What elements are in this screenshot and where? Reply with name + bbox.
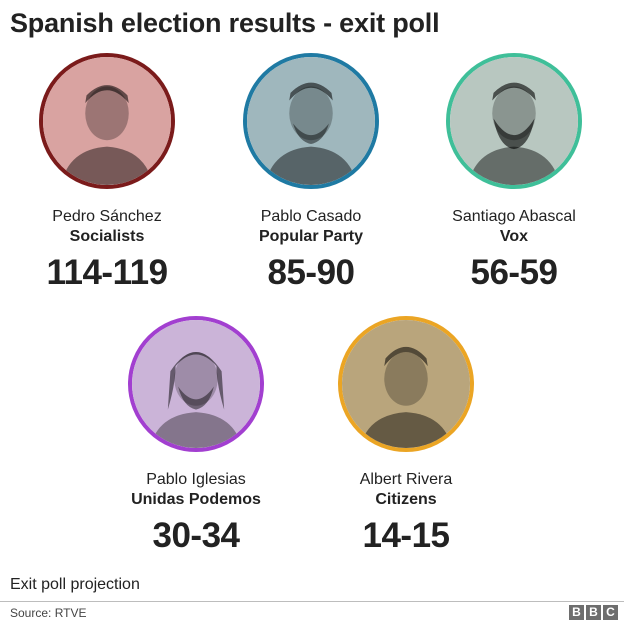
person-photo-icon [43, 57, 171, 185]
person-photo-icon [247, 57, 375, 185]
page-title: Spanish election results - exit poll [10, 8, 440, 38]
candidate-card-iglesias: Pablo Iglesias Unidas Podemos 30-34 [91, 316, 301, 556]
candidate-name: Pedro Sánchez [52, 208, 162, 225]
candidate-name: Pablo Iglesias [146, 471, 246, 488]
portrait-iglesias [128, 316, 264, 452]
candidate-name: Santiago Abascal [452, 208, 576, 225]
candidate-card-rivera: Albert Rivera Citizens 14-15 [301, 316, 511, 556]
bbc-logo-letter: C [603, 605, 618, 620]
candidate-party: Unidas Podemos [131, 491, 261, 508]
candidate-card-sanchez: Pedro Sánchez Socialists 114-119 [2, 53, 212, 293]
portrait-sanchez [39, 53, 175, 189]
person-photo-icon [132, 320, 260, 448]
candidate-card-abascal: Santiago Abascal Vox 56-59 [409, 53, 619, 293]
candidate-name: Pablo Casado [260, 208, 362, 225]
candidate-party: Citizens [375, 491, 437, 508]
portrait-casado [243, 53, 379, 189]
candidate-card-casado: Pablo Casado Popular Party 85-90 [206, 53, 416, 293]
seat-range: 30-34 [152, 516, 240, 555]
footnote: Exit poll projection [10, 576, 140, 593]
bbc-logo-letter: B [586, 605, 601, 620]
candidate-name: Albert Rivera [359, 471, 453, 488]
seat-range: 14-15 [362, 516, 450, 555]
person-photo-icon [342, 320, 470, 448]
divider [0, 601, 624, 602]
bbc-logo-letter: B [569, 605, 584, 620]
portrait-rivera [338, 316, 474, 452]
seat-range: 85-90 [267, 253, 355, 292]
bbc-logo: B B C [569, 605, 618, 620]
seat-range: 114-119 [46, 253, 168, 292]
candidate-party: Popular Party [258, 228, 364, 245]
person-photo-icon [450, 57, 578, 185]
source-label: Source: RTVE [10, 606, 87, 620]
candidate-party: Socialists [69, 228, 145, 245]
candidate-party: Vox [499, 228, 529, 245]
portrait-abascal [446, 53, 582, 189]
seat-range: 56-59 [470, 253, 558, 292]
